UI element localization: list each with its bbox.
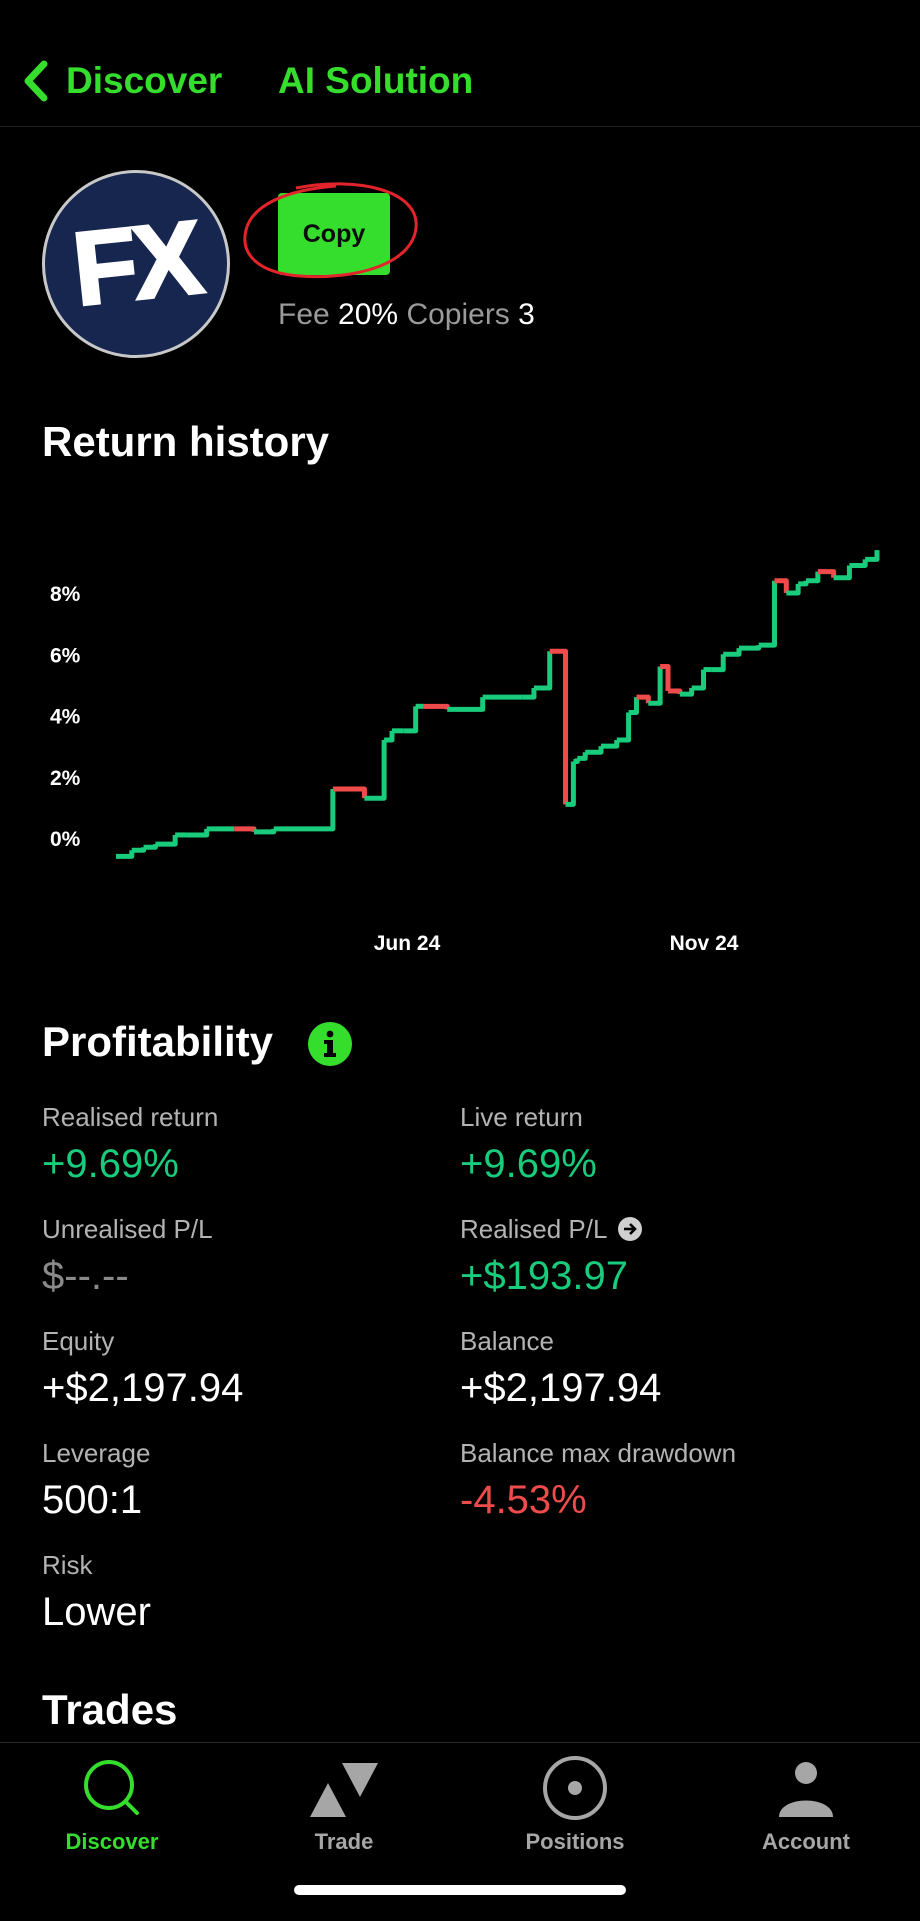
tab-discover[interactable]: Discover	[12, 1743, 212, 1863]
tab-account-label: Account	[762, 1829, 850, 1854]
tab-positions[interactable]: Positions	[475, 1743, 675, 1863]
max-drawdown-label: Balance max drawdown	[460, 1438, 737, 1468]
return-line-segment	[423, 703, 450, 710]
return-line-segment	[691, 669, 707, 691]
search-icon	[84, 1760, 139, 1815]
tab-discover-label: Discover	[65, 1829, 159, 1854]
arrow-right-circle-icon	[618, 1217, 643, 1241]
return-line-segment	[798, 580, 809, 587]
avatar: FX	[42, 170, 230, 358]
return-line-segment	[522, 687, 537, 700]
realised-pl-label: Realised P/L	[460, 1214, 608, 1244]
risk-value: Lower	[42, 1590, 151, 1634]
return-line-segment	[143, 844, 158, 850]
return-history-chart: 8% 6% 4% 2% 0% Jun 24 Nov 24	[50, 550, 880, 955]
copy-meta: Fee 20% Copiers 3	[278, 298, 535, 332]
leverage-value: 500:1	[42, 1478, 143, 1522]
y-tick-label: 0%	[50, 828, 81, 851]
return-line-segment	[577, 752, 588, 761]
unrealised-pl-value: $--.--	[42, 1254, 129, 1298]
tab-account[interactable]: Account	[706, 1743, 906, 1863]
chevron-left-icon	[24, 60, 48, 102]
return-line-segment	[565, 761, 576, 807]
x-tick-label: Nov 24	[670, 932, 739, 955]
return-line-segment	[186, 828, 210, 838]
return-line-segment	[628, 697, 639, 715]
return-line-segment	[273, 789, 336, 832]
return-line-segment	[711, 654, 726, 673]
return-line-segment	[403, 706, 419, 734]
return-line-segment	[865, 550, 880, 562]
return-line-segment	[131, 847, 147, 853]
copiers-value: 3	[518, 298, 535, 331]
return-line-segment	[573, 758, 580, 764]
tab-trade-label: Trade	[314, 1829, 374, 1854]
return-line-segment	[549, 648, 569, 805]
home-indicator	[294, 1885, 626, 1895]
y-tick-label: 4%	[50, 706, 81, 729]
return-line-segment	[155, 834, 178, 847]
equity-label: Equity	[42, 1326, 115, 1356]
x-tick-label: Jun 24	[374, 932, 441, 955]
return-line-segment	[234, 826, 257, 832]
copiers-label: Copiers	[406, 298, 510, 331]
trade-icon	[310, 1763, 378, 1817]
tab-positions-label: Positions	[525, 1829, 625, 1854]
realised-return-value: +9.69%	[42, 1142, 179, 1186]
realised-return-label: Realised return	[42, 1102, 219, 1132]
return-line-segment	[648, 666, 663, 706]
y-tick-label: 2%	[50, 767, 81, 790]
return-line-segment	[738, 645, 762, 651]
return-line-segment	[833, 565, 852, 581]
return-line-segment	[758, 580, 777, 648]
return-line-segment	[660, 664, 671, 691]
tab-trade[interactable]: Trade	[244, 1743, 444, 1863]
avatar-logo-text: FX	[68, 199, 208, 328]
back-button[interactable]: Discover	[22, 58, 222, 104]
profitability-title: Profitability	[42, 1018, 274, 1065]
return-line-segment	[447, 697, 486, 712]
info-icon[interactable]	[308, 1022, 352, 1066]
live-return-value: +9.69%	[460, 1142, 597, 1186]
leverage-label: Leverage	[42, 1438, 151, 1468]
return-line-segment	[668, 688, 683, 695]
y-tick-label: 6%	[50, 644, 81, 667]
page-title: AI Solution	[278, 60, 474, 101]
return-line-segment	[384, 730, 395, 743]
copy-button[interactable]: Copy	[278, 193, 390, 275]
return-line-segment	[116, 850, 135, 859]
unrealised-pl-label: Unrealised P/L	[42, 1214, 213, 1244]
back-label: Discover	[66, 60, 223, 101]
max-drawdown-value: -4.53%	[460, 1478, 587, 1522]
balance-label: Balance	[460, 1326, 554, 1356]
realised-pl-link[interactable]: Realised P/L	[460, 1214, 643, 1245]
return-line-segment	[364, 740, 387, 801]
return-line-segment	[806, 571, 821, 584]
y-tick-label: 8%	[50, 583, 81, 606]
live-return-label: Live return	[460, 1102, 583, 1132]
return-line-segment	[332, 786, 367, 799]
return-line-segment	[616, 712, 632, 743]
trades-title: Trades	[42, 1686, 178, 1733]
return-line-segment	[600, 740, 620, 749]
return-line-segment	[533, 651, 553, 691]
equity-value: +$2,197.94	[42, 1366, 244, 1410]
nav-bar: Discover AI Solution	[0, 0, 920, 127]
fee-value: 20%	[338, 298, 399, 331]
positions-icon	[543, 1756, 607, 1820]
return-history-title: Return history	[42, 418, 330, 465]
return-line-segment	[254, 828, 277, 835]
balance-value: +$2,197.94	[460, 1366, 662, 1410]
return-line-segment	[786, 583, 801, 596]
return-line-segment	[774, 578, 789, 593]
fee-label: Fee	[278, 298, 330, 331]
return-line-segment	[723, 648, 742, 657]
return-line-segment	[585, 746, 604, 755]
risk-label: Risk	[42, 1550, 93, 1580]
return-line-segment	[849, 559, 868, 568]
account-icon	[779, 1762, 833, 1817]
realised-pl-value: +$193.97	[460, 1254, 628, 1298]
